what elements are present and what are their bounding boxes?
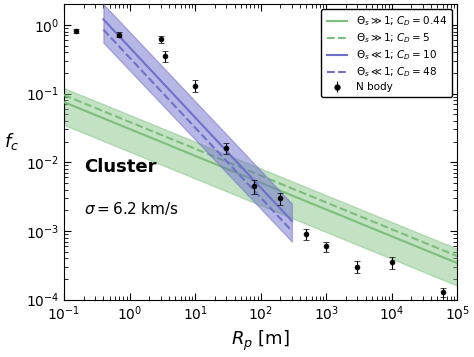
- Text: Cluster: Cluster: [83, 157, 156, 176]
- Y-axis label: $f_c$: $f_c$: [4, 131, 19, 152]
- Legend: $\Theta_s \gg 1$; $C_D = 0.44$, $\Theta_s \gg 1$; $C_D = 5$, $\Theta_s \ll 1$; $: $\Theta_s \gg 1$; $C_D = 0.44$, $\Theta_…: [321, 9, 452, 97]
- X-axis label: $R_p$ [m]: $R_p$ [m]: [231, 329, 290, 353]
- Text: $\sigma = 6.2$ km/s: $\sigma = 6.2$ km/s: [83, 200, 178, 217]
